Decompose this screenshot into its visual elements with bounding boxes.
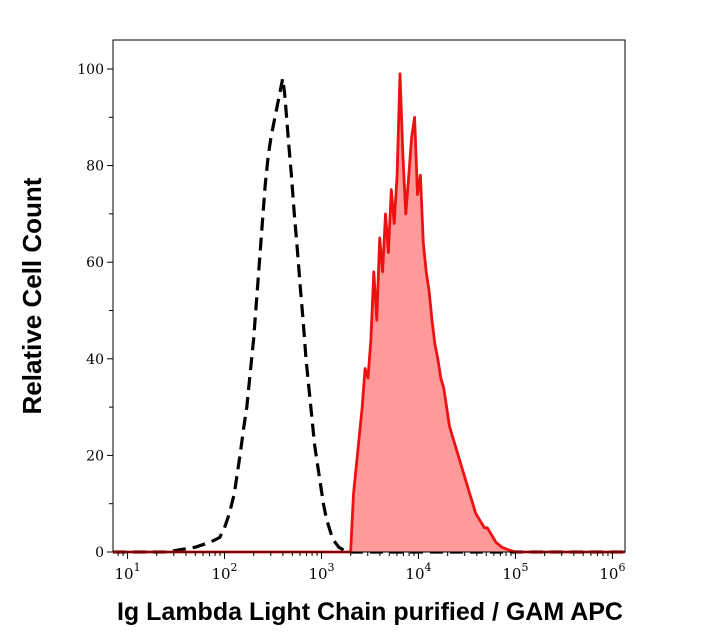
y-tick-label: 20 bbox=[86, 448, 104, 464]
x-axis-title: Ig Lambda Light Chain purified / GAM APC bbox=[117, 598, 623, 626]
series-line-0 bbox=[113, 77, 625, 554]
x-tick-label: 104 bbox=[405, 561, 431, 583]
y-tick-label: 40 bbox=[86, 352, 104, 368]
plot-frame bbox=[112, 39, 626, 553]
x-tick-label: 105 bbox=[502, 561, 528, 583]
x-tick-label: 103 bbox=[308, 561, 334, 583]
x-tick-label: 102 bbox=[211, 561, 237, 583]
y-tick-label: 80 bbox=[86, 159, 104, 175]
x-tick-label: 101 bbox=[114, 561, 140, 583]
y-axis: 0 20 40 60 80 100 bbox=[77, 62, 113, 561]
x-axis: 101 102 103 104 105 106 bbox=[114, 552, 625, 583]
series-layer bbox=[113, 72, 625, 554]
y-axis-title: Relative Cell Count bbox=[17, 177, 47, 414]
series-fill-1 bbox=[113, 73, 625, 553]
y-tick-label: 60 bbox=[86, 255, 104, 271]
y-tick-label: 100 bbox=[77, 62, 104, 78]
x-tick-label: 106 bbox=[599, 561, 625, 583]
y-tick-label: 0 bbox=[95, 545, 104, 561]
series-line-1 bbox=[113, 72, 625, 554]
